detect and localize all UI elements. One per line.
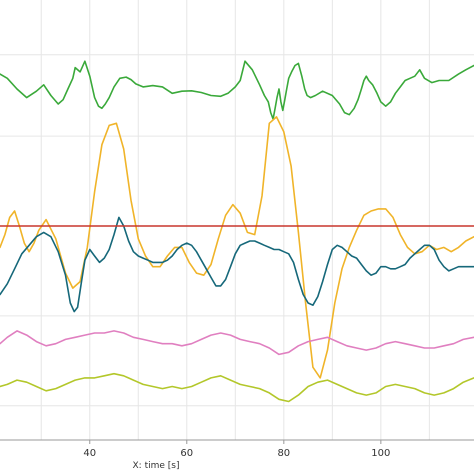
x-ticks: 40 60 80 100 (83, 440, 390, 459)
x-tick-label: 100 (371, 448, 390, 459)
series-line-5 (0, 372, 474, 403)
series-line-3 (0, 216, 474, 313)
x-tick-label: 40 (83, 448, 96, 459)
series-layer (0, 60, 474, 403)
series-line-4 (0, 330, 474, 356)
grid-lines (0, 0, 474, 440)
x-axis-label: X: time [s] (133, 461, 180, 471)
series-line-1 (0, 60, 474, 120)
x-tick-label: 80 (277, 448, 290, 459)
x-tick-label: 60 (180, 448, 193, 459)
series-line-2 (0, 116, 474, 379)
